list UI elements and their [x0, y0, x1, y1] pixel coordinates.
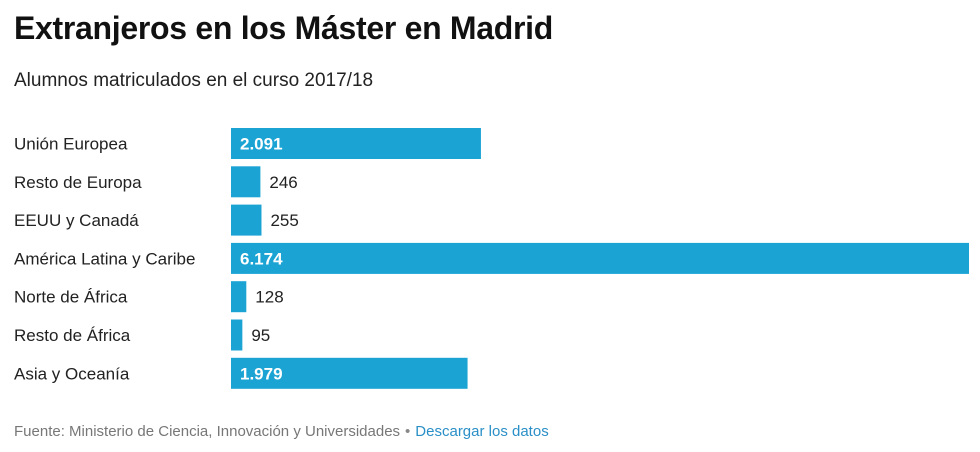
value-label: 2.091 — [240, 135, 283, 154]
value-label: 246 — [269, 173, 297, 192]
category-label: Unión Europea — [14, 135, 128, 154]
value-label: 255 — [270, 211, 298, 230]
bar — [231, 357, 468, 389]
category-label: Asia y Oceanía — [14, 364, 130, 383]
value-label: 1.979 — [240, 364, 283, 383]
chart-footer: Fuente: Ministerio de Ciencia, Innovació… — [14, 423, 549, 440]
chart-subtitle: Alumnos matriculados en el curso 2017/18 — [14, 70, 374, 91]
source-text: Fuente: Ministerio de Ciencia, Innovació… — [14, 423, 401, 440]
value-label: 128 — [255, 288, 283, 307]
bar-chart: Unión Europea 2.091 Resto de Europa 246 EEUU… — [14, 128, 969, 389]
value-label: 95 — [251, 326, 270, 345]
bar — [231, 242, 969, 274]
category-label: Norte de África — [14, 288, 128, 307]
bar — [231, 128, 481, 159]
bar — [231, 166, 261, 198]
bar — [231, 204, 262, 236]
value-label: 6.174 — [240, 249, 283, 268]
category-label: América Latina y Caribe — [14, 249, 195, 268]
category-label: Resto de Europa — [14, 173, 142, 192]
footer-separator: • — [405, 423, 411, 440]
category-label: Resto de África — [14, 326, 131, 345]
bar — [231, 281, 247, 313]
category-label: EEUU y Canadá — [14, 211, 139, 230]
download-data-link[interactable]: Descargar los datos — [415, 423, 549, 440]
chart-title: Extranjeros en los Máster en Madrid — [14, 10, 554, 46]
bar — [231, 319, 243, 351]
